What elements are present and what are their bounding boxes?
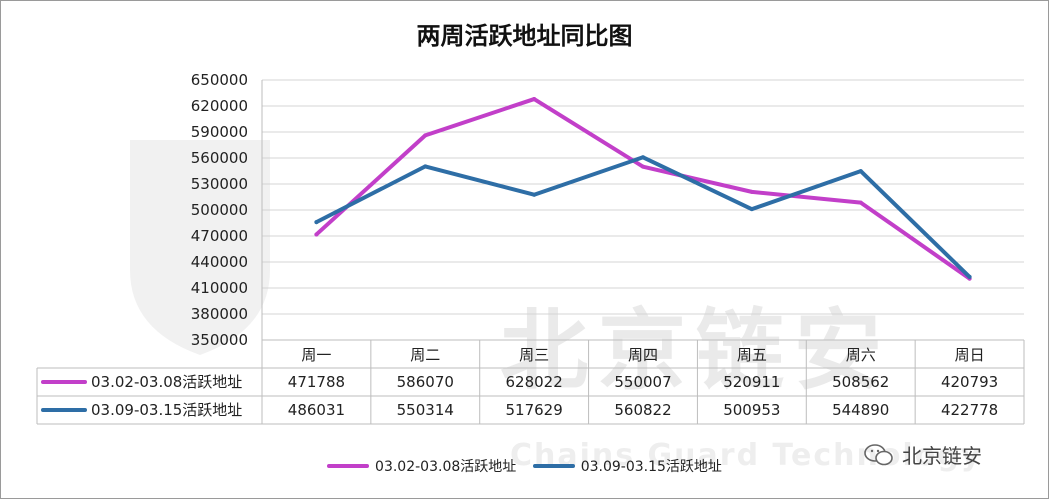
category-label: 周日 (955, 346, 985, 364)
y-tick-label: 470000 (191, 227, 248, 245)
legend-item-2: 03.09-03.15活跃地址 (532, 456, 722, 476)
data-point (641, 155, 645, 160)
data-point (423, 164, 428, 169)
table-cell-value: 508562 (832, 373, 889, 391)
series-line-1 (314, 97, 972, 281)
y-tick-label: 380000 (191, 305, 248, 323)
table-cell-value: 628022 (506, 373, 563, 391)
table-series-label: 03.02-03.08活跃地址 (91, 373, 242, 391)
data-point (532, 192, 537, 197)
category-label: 周一 (301, 346, 331, 364)
table-cell-value: 486031 (288, 401, 345, 419)
data-point (314, 220, 319, 225)
series-line-2 (314, 155, 972, 279)
data-point (858, 169, 863, 174)
data-point (423, 133, 428, 138)
table-cell-value: 560822 (614, 401, 671, 419)
y-tick-label: 650000 (191, 71, 248, 89)
table-cell-value: 550314 (397, 401, 454, 419)
brand-text: 北京链安 (902, 444, 982, 468)
data-point (749, 189, 754, 194)
table-cell-value: 471788 (288, 373, 345, 391)
data-point (858, 200, 863, 205)
table-cell-value: 420793 (941, 373, 998, 391)
y-tick-label: 500000 (191, 201, 248, 219)
category-label: 周四 (628, 346, 658, 364)
table-cell-value: 517629 (506, 401, 563, 419)
y-tick-label: 440000 (191, 253, 248, 271)
y-tick-label: 620000 (191, 97, 248, 115)
legend-swatch-2 (532, 464, 575, 468)
legend-swatch-1 (327, 464, 370, 468)
y-tick-label: 530000 (191, 175, 248, 193)
data-point (749, 207, 754, 212)
category-label: 周六 (846, 346, 876, 364)
y-tick-label: 560000 (191, 149, 248, 167)
table-cell-value: 422778 (941, 401, 998, 419)
data-point (641, 164, 645, 169)
table-cell-value: 586070 (397, 373, 454, 391)
y-tick-label: 410000 (191, 279, 248, 297)
legend: 03.02-03.08活跃地址 03.09-03.15活跃地址 (0, 456, 1049, 476)
table-cell-value: 500953 (723, 401, 780, 419)
data-point (967, 274, 972, 279)
y-tick-label: 590000 (191, 123, 248, 141)
table-cell-value: 544890 (832, 401, 889, 419)
legend-label-2: 03.09-03.15活跃地址 (580, 459, 722, 475)
data-point (532, 97, 537, 102)
table-cell-value: 550007 (614, 373, 671, 391)
table-series-label: 03.09-03.15活跃地址 (91, 401, 242, 419)
legend-item-1: 03.02-03.08活跃地址 (327, 456, 516, 476)
category-label: 周三 (519, 346, 549, 364)
y-tick-label: 350000 (191, 331, 248, 349)
data-point (314, 232, 319, 237)
legend-label-1: 03.02-03.08活跃地址 (375, 459, 517, 475)
brand: 北京链安 (864, 440, 982, 469)
category-label: 周五 (737, 346, 767, 364)
table-cell-value: 520911 (723, 373, 780, 391)
category-label: 周二 (410, 346, 440, 364)
wechat-icon (864, 443, 894, 466)
chart-title: 两周活跃地址同比图 (416, 21, 633, 50)
